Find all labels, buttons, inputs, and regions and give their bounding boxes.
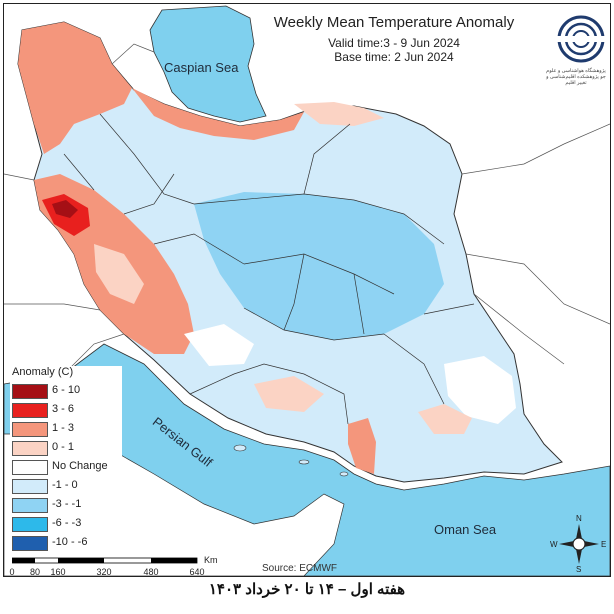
legend-swatch: [12, 422, 48, 437]
anomaly-zone-nw-warm: [18, 22, 132, 154]
base-time: Base time: 2 Jun 2024: [334, 50, 454, 64]
legend-title: Anomaly (C): [12, 366, 74, 378]
legend-label: -6 - -3: [52, 517, 82, 529]
legend-swatch: [12, 498, 48, 513]
legend-swatch: [12, 441, 48, 456]
map-frame: Weekly Mean Temperature Anomaly Valid ti…: [3, 3, 611, 577]
anomaly-zone-south-warm: [348, 418, 376, 474]
compass-s: S: [576, 565, 582, 574]
legend-swatch: [12, 460, 48, 475]
valid-time: Valid time:3 - 9 Jun 2024: [328, 36, 460, 50]
legend-swatch: [12, 536, 48, 551]
caspian-sea-shape: [149, 5, 267, 123]
anomaly-zone-south-light: [254, 376, 324, 412]
anomaly-zone-west-extreme: [52, 200, 78, 218]
compass-n: N: [576, 514, 582, 523]
legend-label: 3 - 6: [52, 403, 75, 415]
compass-w: W: [550, 540, 558, 549]
legend: Anomaly (C) 6 - 10 3 - 6 1 - 3 0 - 1 No Chan…: [10, 366, 122, 556]
north-arrow-icon: N S E W: [550, 514, 608, 574]
anomaly-map: [4, 4, 610, 576]
anomaly-zone-west-light: [94, 244, 144, 304]
legend-label: 1 - 3: [52, 422, 75, 434]
anomaly-zone-east-light: [418, 404, 472, 434]
legend-label: 0 - 1: [52, 441, 75, 453]
legend-swatch: [12, 403, 48, 418]
country-borders: [4, 43, 610, 375]
source-label: Source: ECMWF: [262, 563, 338, 574]
legend-label: No Change: [52, 460, 108, 472]
legend-swatch: [12, 479, 48, 494]
legend-label: -3 - -1: [52, 498, 82, 510]
gulf-islands: [233, 444, 349, 477]
oman-sea-label: Oman Sea: [434, 522, 497, 537]
legend-swatch: [12, 384, 48, 399]
logo-text: پژوهشگاه هواشناسی و علوم جو پژوهشکده اقل…: [546, 68, 606, 86]
persian-caption: هفته اول – ۱۴ تا ۲۰ خرداد ۱۴۰۳: [208, 581, 406, 598]
map-title: Weekly Mean Temperature Anomaly: [273, 14, 515, 31]
legend-label: -1 - 0: [52, 479, 78, 491]
legend-label: -10 - -6: [52, 536, 88, 548]
anomaly-zone-sw-light: [184, 324, 254, 366]
anomaly-zone-central-cool: [194, 192, 444, 340]
legend-label: 6 - 10: [52, 384, 81, 396]
caspian-sea-label: Caspian Sea: [164, 60, 239, 75]
anomaly-zone-east-nochange: [444, 356, 516, 424]
legend-swatch: [12, 517, 48, 532]
province-boundaries: [63, 113, 475, 425]
scale-tick: 160: [50, 567, 66, 577]
compass-e: E: [601, 540, 607, 549]
scale-bar: 0 80 160 320 480 640 Km: [9, 555, 217, 577]
anomaly-zone-caspian-light: [294, 102, 384, 126]
scale-unit: Km: [204, 555, 218, 565]
scale-tick: 640: [189, 567, 205, 577]
anomaly-zone-north-cool: [174, 144, 350, 188]
scale-tick: 480: [143, 567, 159, 577]
anomaly-zone-caspian-coast: [132, 88, 304, 140]
scale-tick: 0: [9, 567, 15, 577]
swirl-logo-icon: [556, 14, 606, 64]
scale-tick: 320: [96, 567, 112, 577]
scale-tick: 80: [29, 567, 41, 577]
